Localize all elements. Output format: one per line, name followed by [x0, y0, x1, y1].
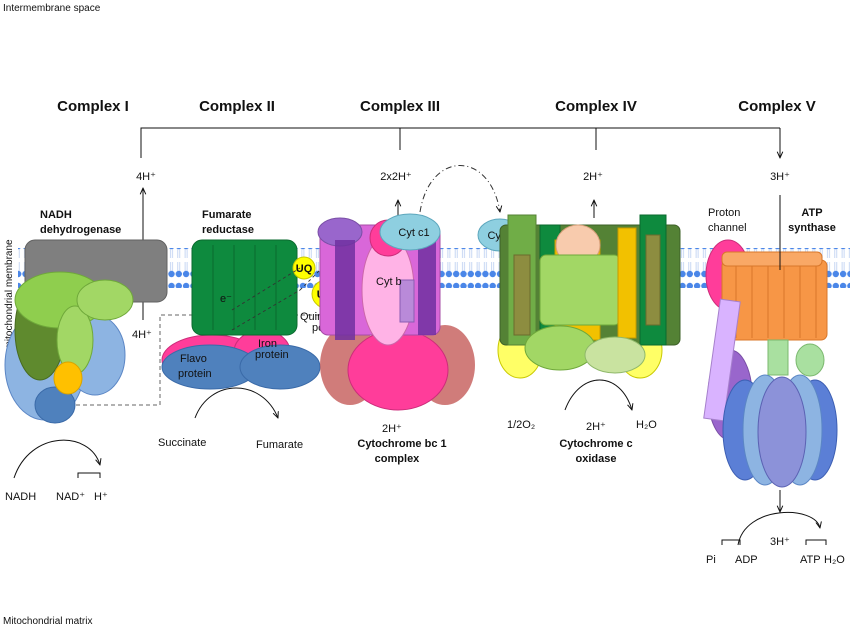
flavo-protein-line2: protein: [178, 368, 212, 380]
complex-3-title: Complex III: [360, 98, 440, 115]
c3-name-line2: complex: [375, 453, 421, 465]
c3-matrix-protons: 2H⁺: [382, 423, 402, 435]
complex-3-shape: [317, 213, 475, 411]
c2-name-line1: Fumarate: [202, 209, 252, 221]
intermembrane-space-label: Intermembrane space: [3, 3, 101, 14]
pi-label: Pi: [706, 554, 716, 566]
uq-label: UQ: [296, 263, 313, 275]
atp-h2o-bracket: [805, 539, 827, 545]
nad-h-bracket: [77, 472, 101, 478]
complex-4-shape: [497, 214, 681, 379]
c3-name-line1: Cytochrome bc 1: [357, 438, 446, 450]
nadh-reaction-arc: [13, 439, 100, 479]
c1-name-line2: dehydrogenase: [40, 224, 121, 236]
c4-name-line2: oxidase: [576, 453, 617, 465]
nadh-label: NADH: [5, 491, 36, 503]
c1-matrix-protons: 4H⁺: [132, 329, 152, 341]
quinone-dash-path: [231, 249, 341, 331]
nad-label: NAD⁺: [56, 491, 85, 503]
matrix-label: Mitochondrial matrix: [3, 616, 92, 627]
c1-name-line1: NADH: [40, 209, 72, 221]
electron-label: e⁻: [220, 293, 232, 305]
pi-adp-bracket: [721, 539, 741, 545]
c5-pumped-protons: 3H⁺: [770, 171, 790, 183]
c5-matrix-protons: 3H⁺: [770, 536, 790, 548]
complex-4-title: Complex IV: [555, 98, 637, 115]
proton-channel-line1: Proton: [708, 207, 740, 219]
atp-label: ATP: [800, 554, 821, 566]
c1-to-c3-electron-path: [76, 314, 340, 406]
cyt-b-label: Cyt b: [376, 276, 402, 288]
c2-name-line2: reductase: [202, 224, 254, 236]
complex-1-shape: [4, 239, 168, 424]
c1-pumped-protons: 4H⁺: [136, 171, 156, 183]
complex-2-title: Complex II: [199, 98, 275, 115]
cyt-c1-label: Cyt c1: [398, 227, 429, 239]
atp-reaction-arc: [737, 511, 820, 546]
complex-1-title: Complex I: [57, 98, 129, 115]
fumarate-label: Fumarate: [256, 439, 303, 451]
c4-pumped-protons: 2H⁺: [583, 171, 603, 183]
flavo-protein-line1: Flavo: [180, 353, 207, 365]
h2o-product-label: H₂O: [824, 554, 845, 566]
cyt-c-shuttle-arrow: [419, 165, 500, 213]
h2o-label: H₂O: [636, 419, 657, 431]
c4-name-line1: Cytochrome c: [559, 438, 632, 450]
c5-name-line1: ATP: [801, 207, 822, 219]
succinate-reaction-arc: [194, 387, 278, 418]
iron-protein-line2: protein: [255, 349, 289, 361]
c4-reaction-arc: [564, 379, 632, 410]
membrane-label: Inner mitochondrial membrane: [4, 239, 15, 375]
c3-pumped-protons: 2x2H⁺: [380, 171, 412, 183]
complex-5-title: Complex V: [738, 98, 816, 115]
proton-channel-line2: channel: [708, 222, 747, 234]
o2-label: 1/2O₂: [507, 419, 535, 431]
iron-protein-line1: Iron: [258, 338, 277, 350]
proton-flow-bracket: [140, 127, 780, 158]
c5-name-line2: synthase: [788, 222, 836, 234]
c4-matrix-protons: 2H⁺: [586, 421, 606, 433]
complex-5-shape: [703, 239, 838, 488]
succinate-label: Succinate: [158, 437, 206, 449]
adp-label: ADP: [735, 554, 758, 566]
h-label: H⁺: [94, 491, 108, 503]
